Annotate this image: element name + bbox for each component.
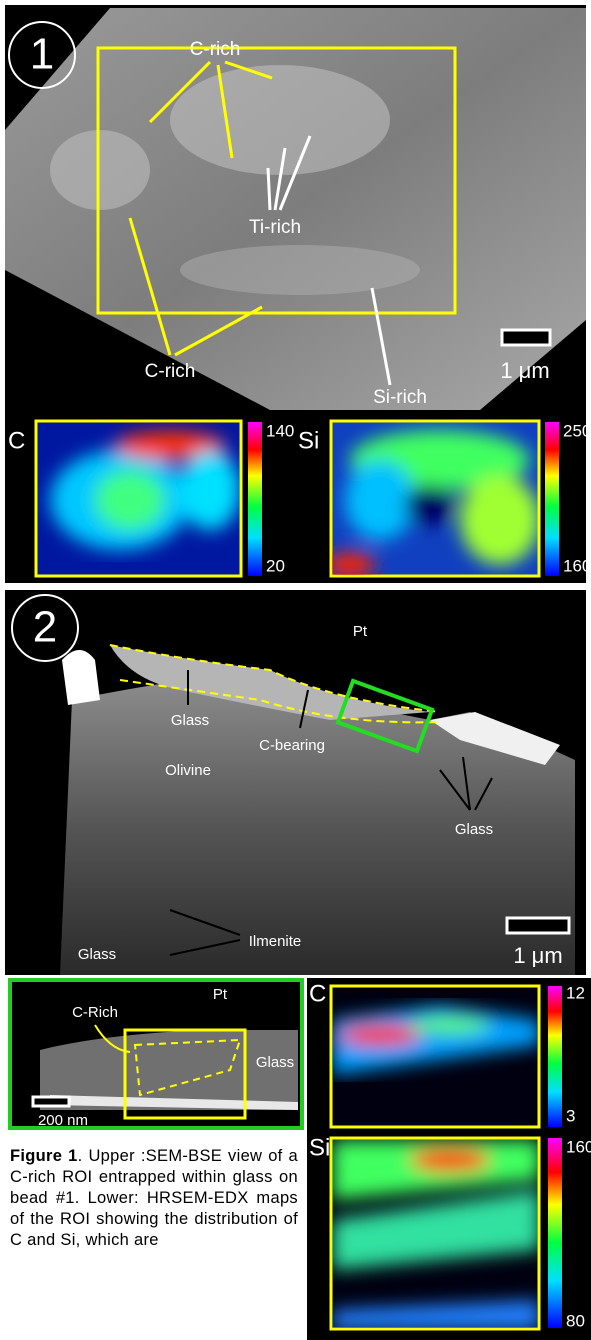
annotation: Glass xyxy=(455,821,493,838)
sem-image xyxy=(5,8,586,410)
scale-label: 200 nm xyxy=(38,1112,88,1129)
bright-region xyxy=(430,712,560,765)
panel-badge xyxy=(8,21,76,89)
caption: Figure 1. Upper :SEM-BSE view of a C-ric… xyxy=(10,1146,298,1251)
colorbar xyxy=(548,986,562,1127)
annotation: Glass xyxy=(256,1054,294,1071)
annotation: Ti-rich xyxy=(249,217,301,238)
colorbar-min: 160 xyxy=(563,556,591,575)
colorbar-min: 3 xyxy=(566,1106,575,1125)
annotation: Pt xyxy=(213,986,228,1003)
bright-region xyxy=(62,650,100,705)
texture xyxy=(180,245,420,295)
colorbar-max: 140 xyxy=(266,421,294,440)
map-texture xyxy=(50,431,240,550)
annotation: C-bearing xyxy=(259,737,325,754)
arrows xyxy=(128,60,273,357)
panel-label: 1 xyxy=(30,30,54,79)
colorbar-min: 80 xyxy=(566,1311,585,1330)
roi-box xyxy=(335,678,435,754)
annotation: C-rich xyxy=(145,361,196,382)
scale-label: 1 μm xyxy=(500,358,549,383)
map-element: Si xyxy=(298,427,319,454)
colorbar-max: 160 xyxy=(566,1137,591,1156)
panel-label: 2 xyxy=(33,603,57,652)
bright-region xyxy=(50,1095,298,1110)
annotation: Ilmenite xyxy=(249,933,302,950)
panel-badge xyxy=(11,594,79,662)
scale-bar xyxy=(505,916,571,935)
annotation: Glass xyxy=(171,712,209,729)
annotation: Pt xyxy=(353,623,368,640)
inset-image xyxy=(40,1030,298,1110)
colorbar xyxy=(248,422,262,576)
colorbar xyxy=(545,422,559,576)
boundary xyxy=(133,1038,242,1097)
map-texture xyxy=(332,1005,538,1075)
annotation: C-rich xyxy=(190,39,241,60)
caption-label: Figure 1 xyxy=(10,1147,78,1165)
caption-text: . Upper :SEM-BSE view of a C-rich ROI en… xyxy=(10,1147,298,1249)
arrows xyxy=(266,135,392,386)
colorbar-max: 12 xyxy=(566,983,585,1002)
scale-bar xyxy=(31,1095,71,1108)
roi-box xyxy=(96,46,457,315)
annotation: Olivine xyxy=(165,762,211,779)
annotation: Glass xyxy=(78,946,116,963)
texture xyxy=(170,65,390,175)
texture xyxy=(50,130,150,210)
colorbar xyxy=(548,1138,562,1328)
scale-bar xyxy=(500,328,552,347)
map-element: C xyxy=(309,980,326,1007)
map-element: Si xyxy=(309,1134,330,1161)
colorbar-min: 20 xyxy=(266,556,285,575)
colorbar-max: 250 xyxy=(563,421,591,440)
annotation: C-Rich xyxy=(72,1004,118,1021)
tem-image xyxy=(60,680,575,975)
arrow xyxy=(94,1024,131,1053)
map-texture xyxy=(332,430,538,575)
boundary xyxy=(109,644,441,724)
scale-label: 1 μm xyxy=(513,943,562,968)
map-element: C xyxy=(8,427,25,454)
glass-layer xyxy=(110,645,430,720)
map-texture xyxy=(332,1140,538,1328)
annotation: Si-rich xyxy=(373,387,427,408)
roi-box xyxy=(123,1028,247,1120)
arrows xyxy=(169,670,493,956)
